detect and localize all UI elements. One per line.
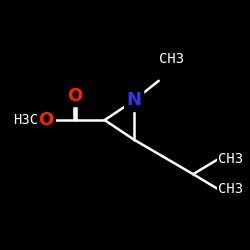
- Text: N: N: [127, 92, 142, 110]
- Text: CH3: CH3: [218, 182, 243, 196]
- Text: CH3: CH3: [218, 152, 243, 166]
- Text: CH3: CH3: [159, 52, 184, 66]
- Text: O: O: [38, 111, 53, 129]
- Text: H3C: H3C: [14, 113, 38, 127]
- Text: O: O: [68, 86, 83, 104]
